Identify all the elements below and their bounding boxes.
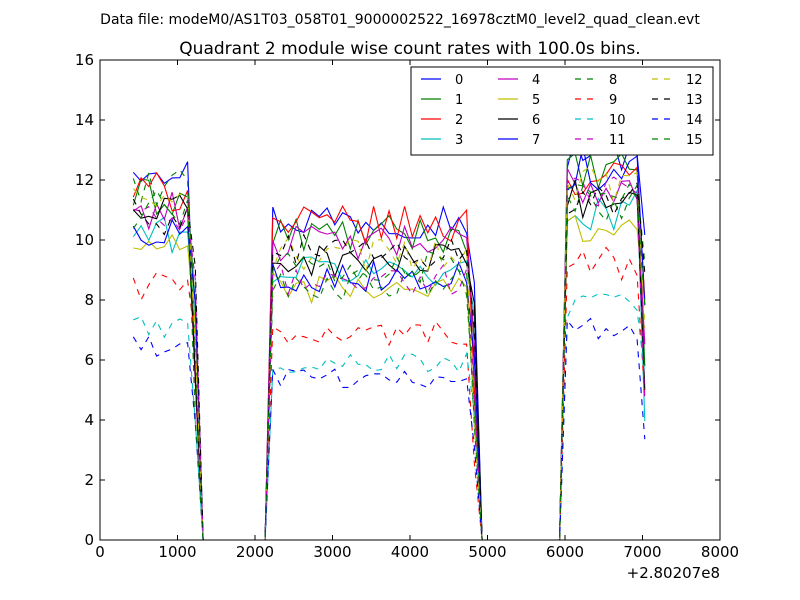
- legend-label: 1: [455, 93, 463, 108]
- series-line-6: [132, 179, 646, 540]
- x-tick-label: 8000: [701, 543, 739, 561]
- y-tick-label: 4: [84, 411, 94, 429]
- x-offset-label: +2.80207e8: [627, 564, 720, 582]
- legend-label: 3: [455, 133, 463, 148]
- series-line-14: [132, 317, 646, 540]
- x-tick-label: 2000: [236, 543, 274, 561]
- series-line-9: [132, 246, 646, 540]
- series-line-8: [132, 169, 646, 540]
- legend-label: 15: [686, 133, 703, 148]
- legend-label: 11: [609, 133, 626, 148]
- x-tick-label: 6000: [546, 543, 584, 561]
- series-line-15: [132, 183, 646, 540]
- legend-label: 5: [532, 93, 540, 108]
- series-line-7: [132, 146, 646, 540]
- x-tick-label: 0: [95, 543, 105, 561]
- series-line-12: [132, 166, 646, 540]
- series-layer: [132, 131, 646, 540]
- x-tick-label: 7000: [623, 543, 661, 561]
- y-tick-label: 8: [84, 291, 94, 309]
- legend-label: 13: [686, 93, 703, 108]
- legend-label: 6: [532, 113, 540, 128]
- y-tick-label: 14: [75, 111, 94, 129]
- series-line-0: [132, 131, 646, 540]
- legend-label: 10: [609, 113, 626, 128]
- y-tick-label: 12: [75, 171, 94, 189]
- legend-frame: [410, 66, 714, 156]
- x-tick-label: 5000: [468, 543, 506, 561]
- legend-label: 8: [609, 73, 617, 88]
- x-tick-label: 3000: [313, 543, 351, 561]
- legend-label: 0: [455, 73, 463, 88]
- legend-label: 14: [686, 113, 703, 128]
- series-line-2: [132, 162, 646, 540]
- series-line-1: [132, 152, 646, 540]
- y-tick-label: 10: [75, 231, 94, 249]
- chart-title: Quadrant 2 module wise count rates with …: [179, 39, 640, 59]
- legend-label: 4: [532, 73, 540, 88]
- y-tick-label: 0: [84, 531, 94, 549]
- series-line-4: [132, 168, 646, 540]
- x-tick-label: 1000: [158, 543, 196, 561]
- x-axis: 0 1000 2000 3000 4000 5000 6000 7000 8000: [95, 60, 739, 561]
- legend-label: 9: [609, 93, 617, 108]
- y-tick-label: 16: [75, 51, 94, 69]
- y-tick-label: 6: [84, 351, 94, 369]
- legend-label: 2: [455, 113, 463, 128]
- data-file-label: Data file: modeM0/AS1T03_058T01_90000025…: [100, 12, 700, 28]
- series-line-5: [133, 214, 646, 540]
- legend-label: 7: [532, 133, 540, 148]
- x-tick-label: 4000: [391, 543, 429, 561]
- legend-label: 12: [686, 73, 703, 88]
- y-tick-label: 2: [84, 471, 94, 489]
- series-line-3: [132, 188, 646, 540]
